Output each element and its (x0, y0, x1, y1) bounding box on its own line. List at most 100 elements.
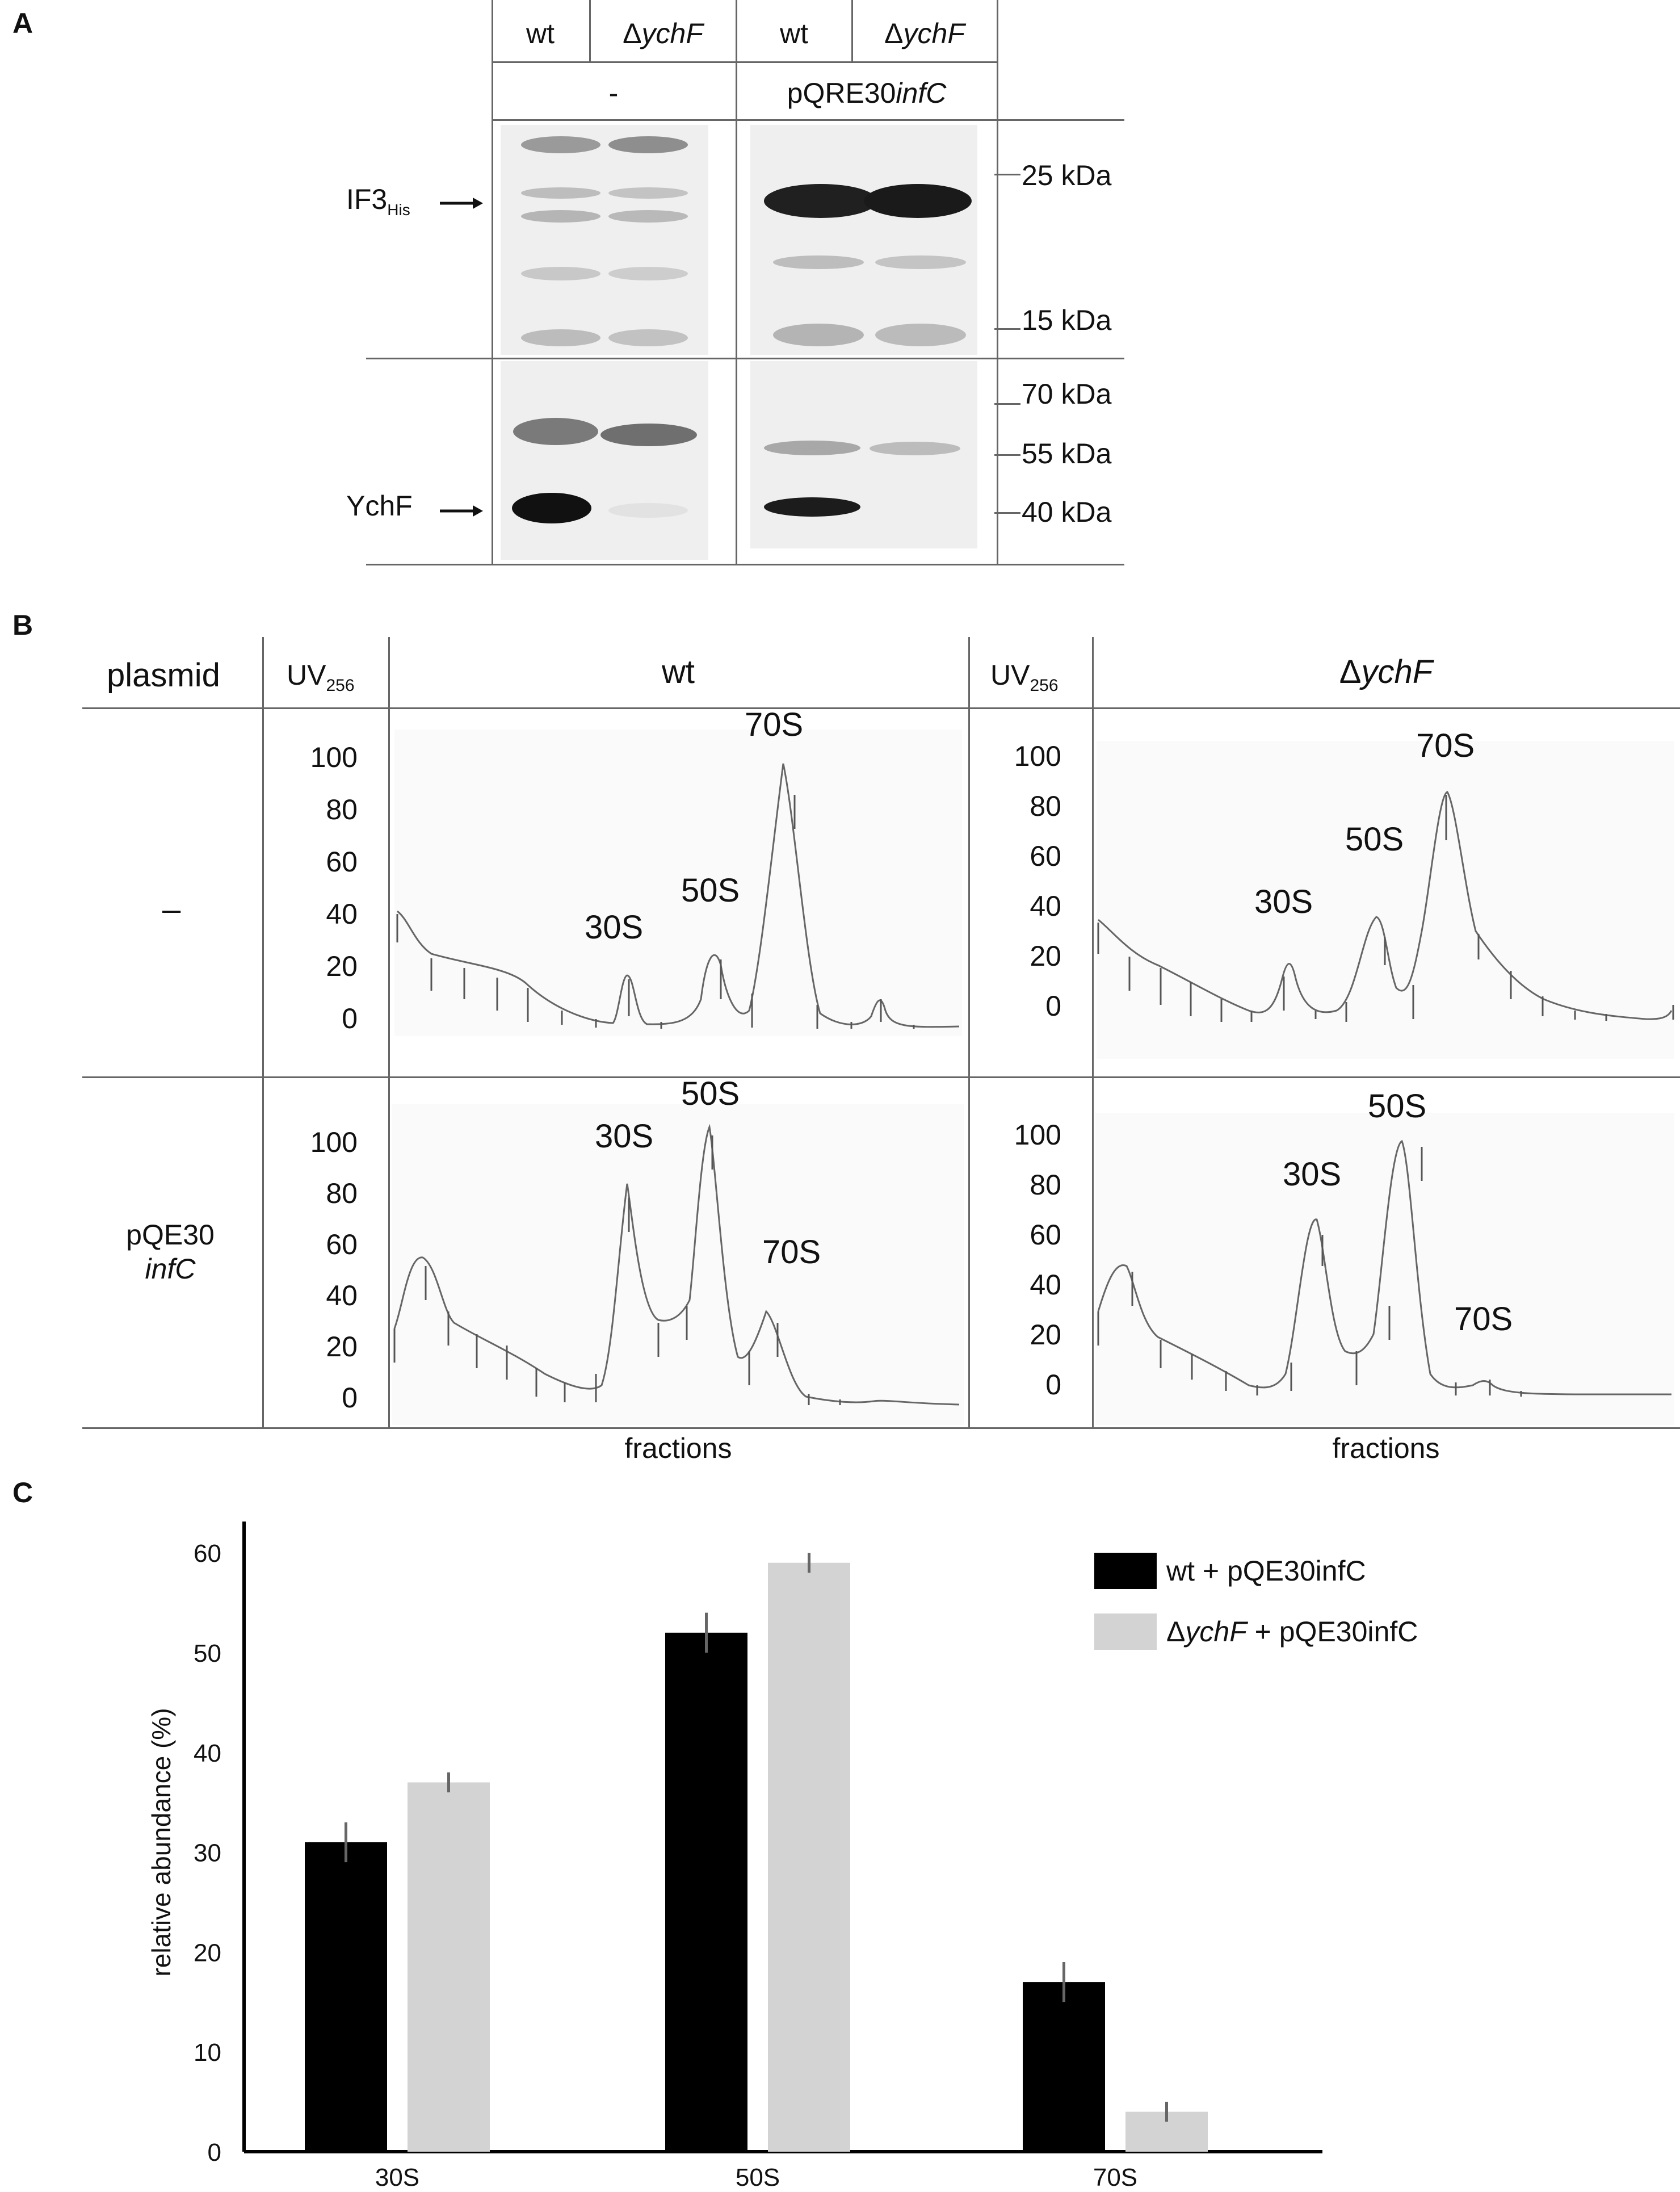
band (608, 210, 688, 223)
panel-a-letter: A (12, 7, 33, 39)
b-row-none: – (162, 891, 181, 928)
bar-70s-series-0 (1023, 1982, 1105, 2152)
band (773, 324, 864, 346)
a-group-pqre30infc: pQRE30infC (787, 77, 947, 109)
band (764, 497, 860, 517)
a-col-delta-ychf-1: ΔychF (623, 18, 703, 49)
a-row-ychf-label: YchF (346, 490, 413, 522)
b-ytick-label: 100 (1014, 740, 1061, 772)
marker-tick (994, 403, 1020, 405)
b-ytick-label: 40 (326, 1280, 358, 1311)
b-ytick-label: 20 (1030, 1319, 1061, 1351)
a-group-none: - (608, 77, 619, 109)
band (521, 210, 600, 223)
b-ytick-label: 100 (310, 741, 358, 773)
x-tick-label: 70S (1093, 2164, 1137, 2191)
band (773, 255, 864, 269)
b-xlabel-ychf: fractions (1332, 1432, 1440, 1464)
band (608, 136, 688, 153)
bar-chart: 0 10 20 30 40 50 60 relative abundance (%) 30S 50… (146, 1522, 1322, 2191)
peak-30s-ychf-none: 30S (1254, 883, 1313, 920)
marker-25kda: 25 kDa (1022, 160, 1112, 191)
blot-ychf-left (501, 361, 708, 560)
b-ytick-label: 40 (326, 898, 358, 930)
b-ytick-label: 80 (326, 1177, 358, 1209)
b-ytick-label: 100 (1014, 1119, 1061, 1151)
profile-curve-wt-pqe30infc (393, 1124, 960, 1406)
b-header-wt: wt (662, 653, 695, 690)
x-tick-label: 30S (375, 2164, 419, 2191)
b-ytick-label: 80 (326, 794, 358, 825)
b-grid-h2 (82, 1076, 1680, 1078)
b-ytick-label: 0 (342, 1382, 358, 1414)
b-grid-v1 (262, 637, 264, 1429)
b-ytick-label: 0 (342, 1003, 358, 1034)
b-ytick-label: 0 (1045, 990, 1061, 1022)
a-grid-v5 (851, 0, 853, 62)
y-tick-label: 60 (194, 1540, 221, 1567)
legend-label-wt: wt + pQE30infC (1166, 1555, 1366, 1587)
a-grid-h4 (366, 564, 1124, 565)
peak-50s-wt-pqe30infc: 50S (681, 1075, 740, 1112)
b-ytick-label: 20 (326, 950, 358, 982)
profile-curve-wt-none (397, 763, 960, 1028)
band (870, 442, 960, 455)
b-header-delta-ychf: ΔychF (1339, 653, 1433, 690)
band (608, 329, 688, 346)
marker-tick (994, 174, 1020, 175)
band (764, 441, 860, 455)
b-ytick-label: 100 (310, 1126, 358, 1158)
a-grid-h3 (366, 358, 1124, 359)
panel-b-letter: B (12, 609, 33, 641)
b-header-plasmid: plasmid (107, 657, 220, 694)
b-ytick-label: 40 (1030, 1269, 1061, 1301)
band (608, 187, 688, 199)
band (521, 136, 600, 153)
b-grid-v3 (968, 637, 970, 1429)
y-tick-label: 10 (194, 2039, 221, 2067)
bar-50s-series-1 (768, 1562, 850, 2152)
peak-30s-wt-pqe30infc: 30S (595, 1118, 654, 1155)
profile-ychf-none (1097, 741, 1674, 1059)
b-header-uv-1: UV256 (287, 659, 355, 695)
b-ytick-label: 40 (1030, 890, 1061, 922)
marker-tick (994, 328, 1020, 330)
band (608, 503, 688, 518)
band (600, 424, 697, 446)
band (875, 324, 966, 346)
b-ytick-label: 80 (1030, 1169, 1061, 1201)
marker-40kda: 40 kDa (1022, 496, 1112, 528)
profiles-svg (393, 763, 1674, 1406)
bar-50s-series-0 (665, 1632, 747, 2152)
y-axis-label: relative abundance (%) (146, 1708, 176, 1976)
marker-tick (994, 454, 1020, 456)
peak-70s-wt-pqe30infc: 70S (762, 1234, 821, 1271)
band (521, 187, 600, 199)
blot-ychf-right (750, 361, 977, 548)
marker-15kda: 15 kDa (1022, 304, 1112, 336)
peak-70s-wt-none: 70S (745, 706, 804, 743)
profile-curve-ychf-none (1098, 791, 1673, 1020)
peak-30s-ychf-pqe30infc: 30S (1283, 1156, 1342, 1193)
a-grid-h2 (492, 119, 1124, 121)
band (864, 184, 972, 218)
y-tick-label: 0 (208, 2139, 221, 2166)
b-ytick-label: 20 (326, 1331, 358, 1363)
band (512, 493, 591, 523)
b-ytick-label: 60 (326, 846, 358, 878)
y-tick-label: 20 (194, 1939, 221, 1967)
profile-curve-ychf-pqe30infc (1097, 1139, 1671, 1395)
b-grid-v2 (388, 637, 390, 1429)
b-ytick-label: 60 (1030, 840, 1061, 872)
a-grid-v1 (492, 0, 493, 565)
y-tick-label: 30 (194, 1839, 221, 1867)
bar-30s-series-1 (408, 1782, 490, 2152)
legend-swatch-wt (1094, 1553, 1157, 1589)
legend-label-ychf: ΔychF + pQE30infC (1166, 1616, 1418, 1648)
y-tick-label: 40 (194, 1740, 221, 1767)
x-tick-label: 50S (736, 2164, 780, 2191)
blot-if3-right (750, 125, 977, 355)
b-ytick-label: 60 (1030, 1219, 1061, 1251)
peak-50s-ychf-pqe30infc: 50S (1368, 1088, 1427, 1125)
band (521, 329, 600, 346)
